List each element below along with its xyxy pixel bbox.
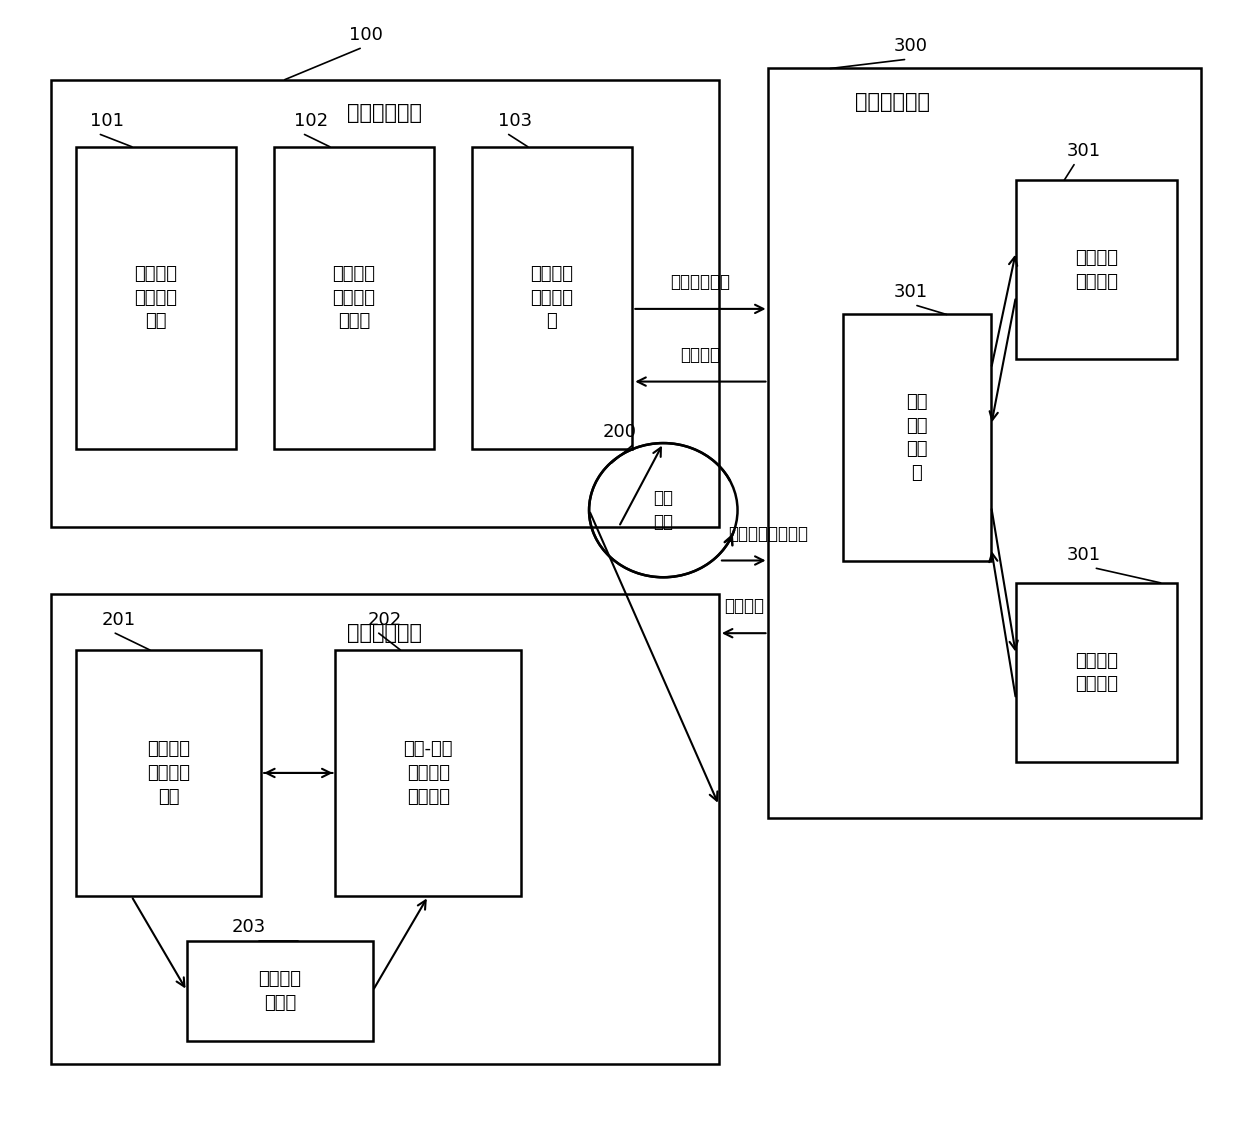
Text: 多场耦合
边界加载
子系统: 多场耦合 边界加载 子系统: [332, 266, 376, 331]
Text: 201: 201: [102, 611, 136, 629]
Text: 301: 301: [1066, 546, 1101, 564]
Text: 多场耦合边界条件: 多场耦合边界条件: [728, 525, 808, 543]
Bar: [76, 147, 237, 448]
Text: 火灾热环
境模拟子
系统: 火灾热环 境模拟子 系统: [135, 266, 177, 331]
Text: 作动
器控
制模
块: 作动 器控 制模 块: [906, 393, 928, 482]
Bar: [51, 594, 719, 1064]
Text: 103: 103: [497, 112, 532, 130]
Text: 301: 301: [1066, 142, 1101, 160]
Bar: [471, 147, 632, 448]
Text: 102: 102: [294, 112, 327, 130]
Bar: [336, 650, 521, 896]
Bar: [187, 941, 372, 1041]
Text: 融合控制单元: 融合控制单元: [854, 92, 930, 112]
Text: 全息数据
采集子系
统: 全息数据 采集子系 统: [531, 266, 573, 331]
Bar: [76, 650, 262, 896]
Text: 循环
迭代: 循环 迭代: [653, 490, 673, 531]
Text: 轻量化计
算模块: 轻量化计 算模块: [258, 970, 301, 1012]
Bar: [1016, 583, 1177, 762]
Text: 物理特性参数: 物理特性参数: [671, 274, 730, 291]
Text: 参数更新: 参数更新: [724, 597, 764, 615]
Text: 202: 202: [368, 611, 402, 629]
Text: 200: 200: [603, 423, 637, 441]
Bar: [51, 80, 719, 527]
Text: 衬砌-地层
特征参数
获取模块: 衬砌-地层 特征参数 获取模块: [403, 740, 453, 806]
Text: 多场耦合
边界选取
模块: 多场耦合 边界选取 模块: [146, 740, 190, 806]
Text: 特征参数
识别模块: 特征参数 识别模块: [1075, 249, 1117, 290]
Text: 301: 301: [894, 284, 928, 302]
Bar: [843, 315, 991, 560]
Text: 101: 101: [89, 112, 124, 130]
Text: 数值分析单元: 数值分析单元: [347, 623, 423, 643]
Text: 100: 100: [350, 26, 383, 44]
Bar: [769, 68, 1202, 817]
Text: 300: 300: [894, 37, 928, 55]
Text: 203: 203: [232, 918, 265, 936]
Bar: [274, 147, 434, 448]
Text: 控制策略: 控制策略: [681, 345, 720, 363]
Bar: [1016, 180, 1177, 359]
Text: 物理实验单元: 物理实验单元: [347, 103, 423, 123]
Text: 参数交互
融合模块: 参数交互 融合模块: [1075, 651, 1117, 693]
